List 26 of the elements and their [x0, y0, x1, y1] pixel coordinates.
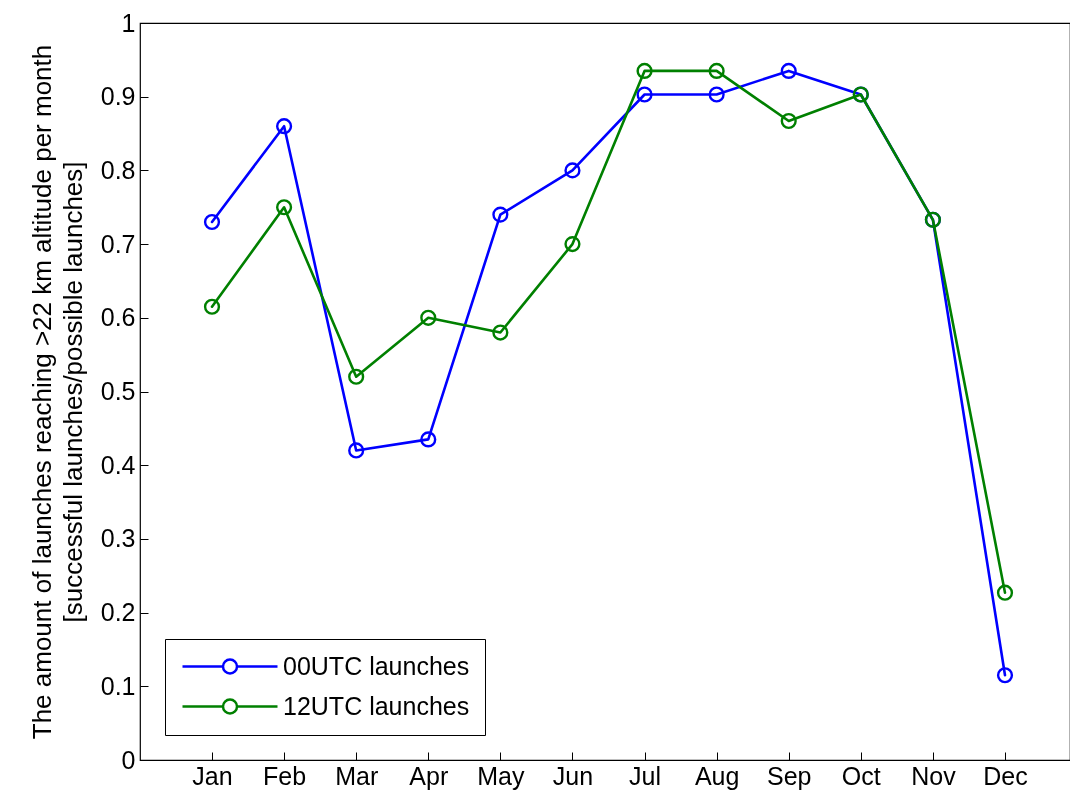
x-tick-label: Dec	[983, 761, 1028, 790]
x-tick-label: Oct	[841, 761, 881, 790]
y-tick-label: 0.8	[100, 155, 136, 184]
legend-label: 00UTC launches	[283, 651, 470, 680]
y-tick-label: 0.4	[100, 450, 136, 479]
x-tick-label: Jan	[192, 761, 233, 790]
y-tick-label: 0	[121, 745, 136, 774]
y-axis-title: The amount of launches reaching >22 km altitude per month [successful launches/possible launches]	[26, 44, 88, 740]
x-tick-label: Sep	[766, 761, 812, 790]
y-tick-label: 1	[121, 8, 136, 37]
x-tick-label: Apr	[409, 761, 449, 790]
x-tick-label: May	[477, 761, 525, 790]
x-tick-label: Feb	[263, 761, 307, 790]
legend-label: 12UTC launches	[283, 691, 470, 720]
y-tick-label: 0.6	[100, 303, 136, 332]
x-tick-label: Jun	[552, 761, 594, 790]
y-tick-label: 0.3	[100, 524, 136, 553]
y-tick-label: 0.5	[100, 377, 136, 405]
y-tick-label: 0.2	[100, 598, 136, 627]
y-tick-label: 0.9	[100, 82, 136, 111]
x-tick-label: Jul	[629, 761, 662, 790]
x-tick-label: Aug	[694, 761, 740, 790]
y-tick-label: 0.1	[100, 671, 136, 700]
y-tick-label: 0.7	[100, 229, 136, 258]
x-tick-label: Nov	[911, 761, 957, 790]
x-tick-label: Mar	[335, 761, 379, 790]
